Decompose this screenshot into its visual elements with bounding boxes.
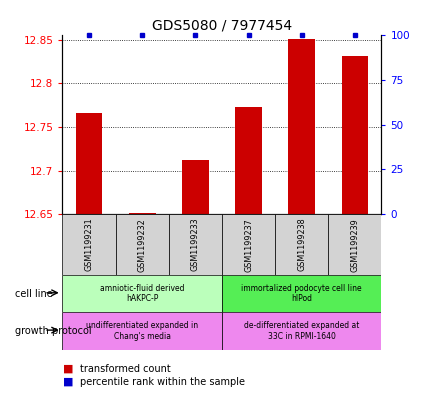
Text: amniotic-fluid derived
hAKPC-P: amniotic-fluid derived hAKPC-P <box>100 284 184 303</box>
Text: GSM1199239: GSM1199239 <box>350 218 359 272</box>
Text: percentile rank within the sample: percentile rank within the sample <box>80 377 244 387</box>
Bar <box>235 107 261 214</box>
Text: ■: ■ <box>62 364 73 374</box>
Bar <box>62 275 221 312</box>
Bar <box>181 160 208 214</box>
Title: GDS5080 / 7977454: GDS5080 / 7977454 <box>151 19 292 33</box>
Text: transformed count: transformed count <box>80 364 170 374</box>
Text: growth protocol: growth protocol <box>15 326 92 336</box>
Text: immortalized podocyte cell line
hIPod: immortalized podocyte cell line hIPod <box>241 284 361 303</box>
Text: GSM1199232: GSM1199232 <box>138 218 146 272</box>
Bar <box>274 214 328 275</box>
Text: GSM1199233: GSM1199233 <box>190 218 200 272</box>
Bar <box>288 39 314 214</box>
Text: ■: ■ <box>62 377 73 387</box>
Bar <box>221 275 381 312</box>
Text: GSM1199238: GSM1199238 <box>297 218 305 272</box>
Bar <box>76 113 102 214</box>
Text: de-differentiated expanded at
33C in RPMI-1640: de-differentiated expanded at 33C in RPM… <box>243 321 359 341</box>
Bar <box>341 56 367 214</box>
Bar <box>221 312 381 350</box>
Text: GSM1199231: GSM1199231 <box>84 218 93 272</box>
Bar <box>129 213 155 214</box>
Bar <box>62 214 115 275</box>
Text: undifferentiated expanded in
Chang's media: undifferentiated expanded in Chang's med… <box>86 321 198 341</box>
Text: cell line: cell line <box>15 289 53 299</box>
Bar <box>62 312 221 350</box>
Bar <box>115 214 169 275</box>
Text: GSM1199237: GSM1199237 <box>243 218 252 272</box>
Bar <box>221 214 274 275</box>
Bar <box>328 214 381 275</box>
Bar <box>169 214 221 275</box>
